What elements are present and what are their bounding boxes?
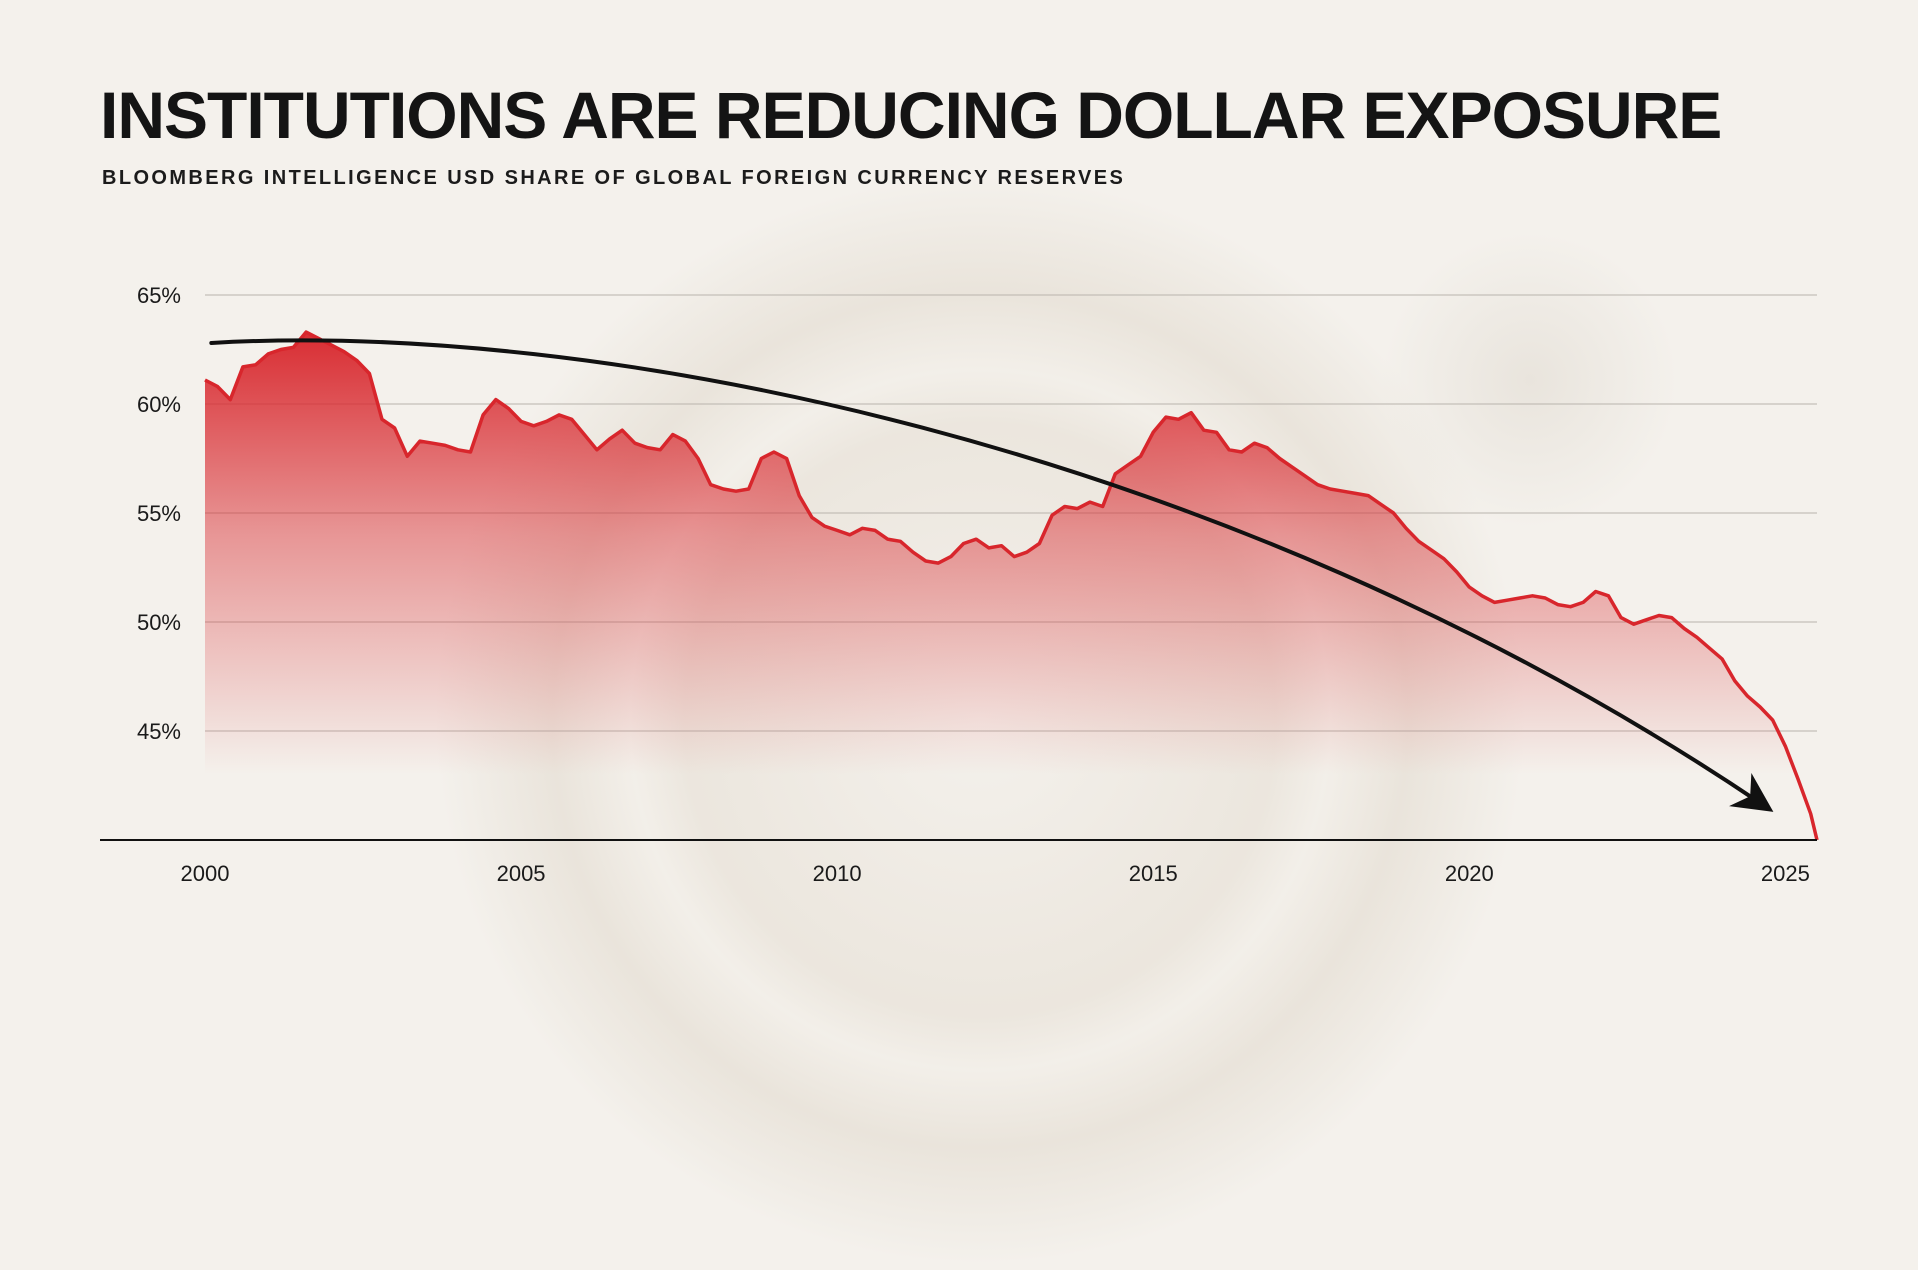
x-tick-label: 2020 — [1445, 861, 1494, 886]
series-area — [205, 332, 1817, 840]
y-tick-label: 60% — [137, 392, 181, 417]
y-tick-label: 45% — [137, 719, 181, 744]
y-tick-label: 50% — [137, 610, 181, 635]
x-tick-label: 2010 — [813, 861, 862, 886]
x-tick-label: 2015 — [1129, 861, 1178, 886]
series-line — [204, 330, 1819, 841]
trend-arrow — [209, 338, 1774, 812]
y-tick-label: 55% — [137, 501, 181, 526]
x-tick-label: 2025 — [1761, 861, 1810, 886]
y-axis-ticks: 45% 50% 55% 60% 65% — [137, 283, 181, 744]
x-axis-ticks: 2000 2005 2010 2015 2020 2025 — [181, 861, 1810, 886]
y-tick-label: 65% — [137, 283, 181, 308]
chart-title: INSTITUTIONS ARE REDUCING DOLLAR EXPOSUR… — [100, 78, 1722, 152]
chart-subtitle: BLOOMBERG INTELLIGENCE USD SHARE OF GLOB… — [102, 167, 1126, 189]
x-tick-label: 2005 — [497, 861, 546, 886]
chart-svg: 45% 50% 55% 60% 65% 2000 2005 2010 2015 2020 2025 — [100, 283, 1819, 886]
x-tick-label: 2000 — [181, 861, 230, 886]
